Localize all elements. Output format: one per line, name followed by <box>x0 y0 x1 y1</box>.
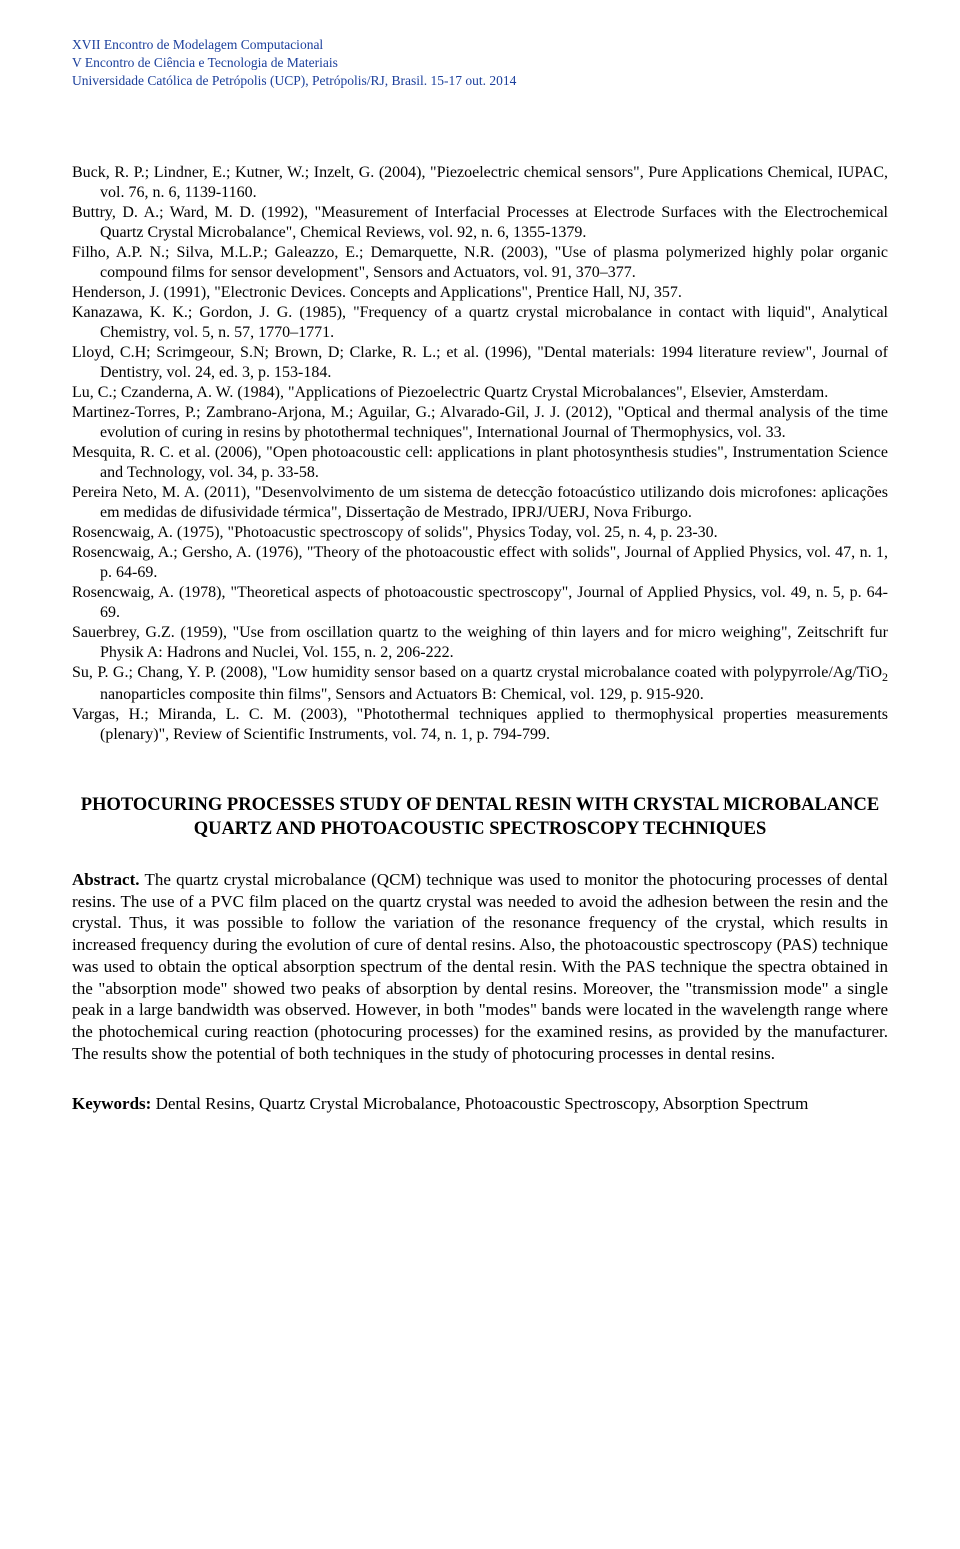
subscript: 2 <box>882 670 888 684</box>
abstract-paragraph: Abstract. The quartz crystal microbalanc… <box>72 869 888 1065</box>
reference-item: Martinez-Torres, P.; Zambrano-Arjona, M.… <box>72 403 888 443</box>
reference-item: Lu, C.; Czanderna, A. W. (1984), "Applic… <box>72 383 888 403</box>
paper-title: PHOTOCURING PROCESSES STUDY OF DENTAL RE… <box>72 793 888 841</box>
reference-item: Su, P. G.; Chang, Y. P. (2008), "Low hum… <box>72 663 888 705</box>
reference-item: Filho, A.P. N.; Silva, M.L.P.; Galeazzo,… <box>72 243 888 283</box>
keywords-label: Keywords: <box>72 1094 151 1113</box>
reference-item: Henderson, J. (1991), "Electronic Device… <box>72 283 888 303</box>
references-list: Buck, R. P.; Lindner, E.; Kutner, W.; In… <box>72 163 888 745</box>
reference-item: Mesquita, R. C. et al. (2006), "Open pho… <box>72 443 888 483</box>
reference-item: Buck, R. P.; Lindner, E.; Kutner, W.; In… <box>72 163 888 203</box>
reference-item: Pereira Neto, M. A. (2011), "Desenvolvim… <box>72 483 888 523</box>
reference-item: Rosencwaig, A. (1978), "Theoretical aspe… <box>72 583 888 623</box>
header-line-3: Universidade Católica de Petrópolis (UCP… <box>72 72 888 90</box>
reference-text-part: nanoparticles composite thin films", Sen… <box>100 686 704 703</box>
keywords-paragraph: Keywords: Dental Resins, Quartz Crystal … <box>72 1093 888 1115</box>
reference-item: Lloyd, C.H; Scrimgeour, S.N; Brown, D; C… <box>72 343 888 383</box>
reference-item: Rosencwaig, A.; Gersho, A. (1976), "Theo… <box>72 543 888 583</box>
reference-item: Rosencwaig, A. (1975), "Photoacustic spe… <box>72 523 888 543</box>
reference-item: Buttry, D. A.; Ward, M. D. (1992), "Meas… <box>72 203 888 243</box>
reference-text-part: Su, P. G.; Chang, Y. P. (2008), "Low hum… <box>72 664 882 681</box>
reference-item: Kanazawa, K. K.; Gordon, J. G. (1985), "… <box>72 303 888 343</box>
header-line-1: XVII Encontro de Modelagem Computacional <box>72 36 888 54</box>
conference-header: XVII Encontro de Modelagem Computacional… <box>72 36 888 91</box>
abstract-label: Abstract. <box>72 870 140 889</box>
reference-item: Vargas, H.; Miranda, L. C. M. (2003), "P… <box>72 705 888 745</box>
abstract-text: The quartz crystal microbalance (QCM) te… <box>72 870 888 1063</box>
reference-item: Sauerbrey, G.Z. (1959), "Use from oscill… <box>72 623 888 663</box>
keywords-text: Dental Resins, Quartz Crystal Microbalan… <box>151 1094 808 1113</box>
header-line-2: V Encontro de Ciência e Tecnologia de Ma… <box>72 54 888 72</box>
